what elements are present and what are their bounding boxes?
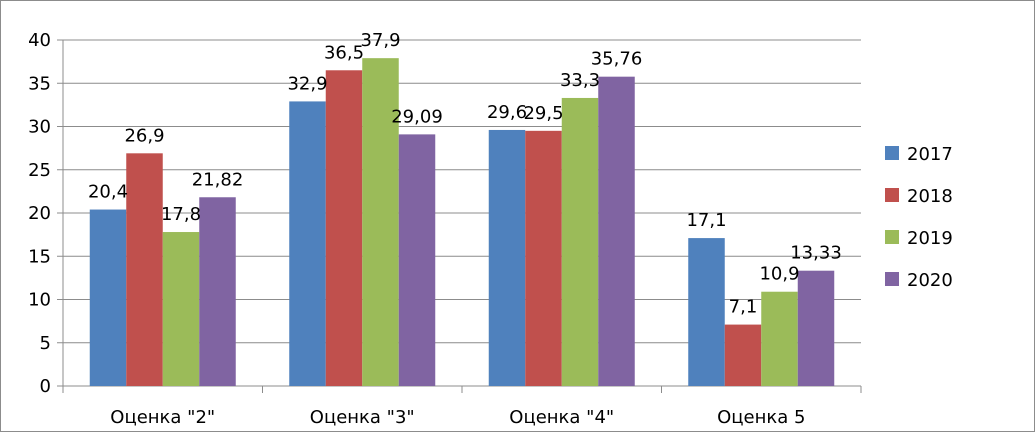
legend-label: 2017 [907, 144, 953, 165]
data-label: 35,76 [591, 49, 643, 70]
y-tick-label: 0 [40, 376, 51, 397]
y-tick-label: 10 [28, 290, 51, 311]
y-tick-label: 40 [28, 30, 51, 51]
data-label: 13,33 [790, 243, 842, 264]
bars [89, 58, 835, 387]
bar-2020 [598, 76, 635, 387]
data-label: 32,9 [287, 73, 327, 94]
y-tick-label: 30 [28, 117, 51, 138]
x-category-label: Оценка "2" [110, 407, 215, 428]
data-label: 37,9 [360, 30, 400, 51]
data-label: 17,8 [161, 204, 201, 225]
data-label: 21,82 [192, 169, 244, 190]
bar-2017 [488, 129, 526, 386]
y-tick-label: 15 [28, 246, 51, 267]
data-label: 7,1 [729, 297, 758, 318]
legend-label: 2020 [907, 270, 953, 291]
bar-2019 [761, 291, 798, 386]
bar-2018 [325, 70, 363, 387]
bar-2017 [688, 238, 725, 386]
bar-2020 [199, 197, 236, 386]
legend-swatch-2018 [885, 188, 899, 202]
legend-swatch-2017 [885, 146, 899, 160]
x-category-label: Оценка "4" [509, 407, 614, 428]
bar-2018 [525, 130, 562, 386]
data-label: 17,1 [686, 210, 726, 231]
y-tick-label: 25 [28, 160, 51, 181]
legend-swatch-2020 [885, 272, 899, 286]
data-label: 29,5 [523, 103, 563, 124]
y-tick-label: 5 [40, 333, 51, 354]
y-tick-label: 35 [28, 73, 51, 94]
data-label: 29,09 [391, 106, 443, 127]
bar-2018 [724, 324, 762, 386]
data-label: 29,6 [487, 102, 527, 123]
x-category-label: Оценка "3" [310, 407, 415, 428]
data-label: 33,3 [560, 70, 600, 91]
data-label: 36,5 [324, 42, 364, 63]
legend-swatch-2019 [885, 230, 899, 244]
bar-2020 [398, 134, 436, 386]
bar-2019 [362, 58, 399, 386]
data-labels: 20,4 26,9 17,8 21,82 32,9 36,537,9 29,09 29,629… [88, 30, 842, 317]
bar-2019 [162, 232, 200, 386]
data-label: 10,9 [759, 264, 799, 285]
bar-2017 [289, 101, 326, 386]
bar-2017 [89, 209, 127, 386]
bar-2018 [126, 153, 163, 386]
legend-label: 2018 [907, 186, 953, 207]
bar-2020 [797, 270, 835, 386]
x-category-label: Оценка 5 [717, 407, 805, 428]
data-label: 26,9 [124, 125, 164, 146]
bar-2019 [561, 97, 599, 386]
legend: 2017 2018 2019 2020 [885, 144, 953, 291]
y-tick-label: 20 [28, 203, 51, 224]
data-label: 20,4 [88, 182, 128, 203]
legend-label: 2019 [907, 228, 953, 249]
